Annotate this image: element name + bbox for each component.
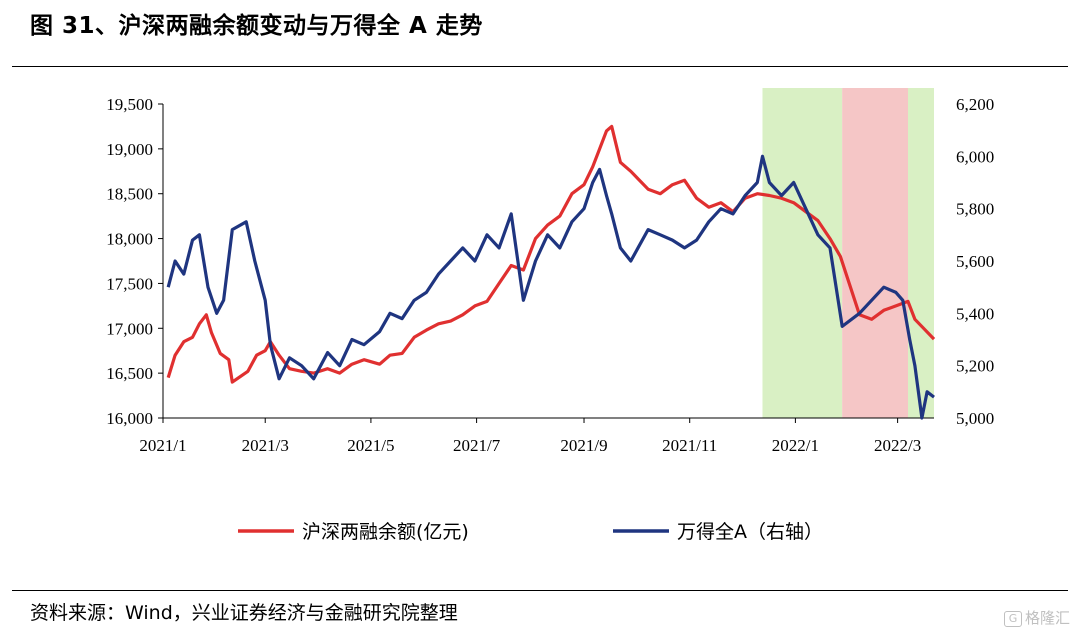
top-divider [12,66,1068,67]
right-tick-label: 5,600 [956,252,994,271]
left-tick-label: 18,000 [106,230,153,249]
watermark: G 格隆汇 [1003,607,1070,628]
left-tick-label: 17,000 [106,319,153,338]
right-tick-label: 5,800 [956,200,994,219]
legend: 沪深两融余额(亿元) 万得全A（右轴） [238,521,823,543]
left-tick-label: 17,500 [106,274,153,293]
margin-balance-line [166,124,936,384]
right-tick-label: 5,000 [956,409,994,428]
shaded-periods [762,88,934,418]
legend-margin-label: 沪深两融余额(亿元) [302,521,469,543]
left-tick-label: 16,000 [106,409,153,428]
series-lines [166,124,936,420]
left-tick-label: 18,500 [106,185,153,204]
right-tick-label: 6,200 [956,95,994,114]
bottom-divider [12,590,1068,591]
watermark-logo-icon: G [1003,610,1022,627]
watermark-text: 格隆汇 [1024,609,1070,627]
x-tick-label: 2021/3 [242,436,289,455]
left-tick-label: 19,500 [106,95,153,114]
x-tick-label: 2021/1 [139,436,186,455]
chart-area: 16,000 16,500 17,000 17,500 18,000 18,500 19,0… [106,88,994,543]
x-tick-label: 2021/11 [662,436,717,455]
chart-title: 图 31、沪深两融余额变动与万得全 A 走势 [30,13,483,39]
right-tick-label: 5,200 [956,357,994,376]
axes: 16,000 16,500 17,000 17,500 18,000 18,500 19,0… [106,95,994,455]
right-tick-label: 6,000 [956,147,994,166]
legend-index-label: 万得全A（右轴） [677,521,823,543]
left-tick-label: 19,000 [106,140,153,159]
shaded-band-2 [908,88,934,418]
shaded-band-0 [762,88,843,418]
x-tick-label: 2021/7 [453,436,501,455]
left-tick-label: 16,500 [106,364,153,383]
x-tick-label: 2022/1 [772,436,819,455]
x-tick-label: 2021/5 [347,436,394,455]
shaded-band-1 [842,88,909,418]
right-tick-label: 5,400 [956,304,994,323]
source-note: 资料来源：Wind，兴业证券经济与金融研究院整理 [30,602,458,624]
x-tick-label: 2022/3 [874,436,921,455]
wind-all-a-line [166,154,935,420]
x-tick-label: 2021/9 [560,436,607,455]
